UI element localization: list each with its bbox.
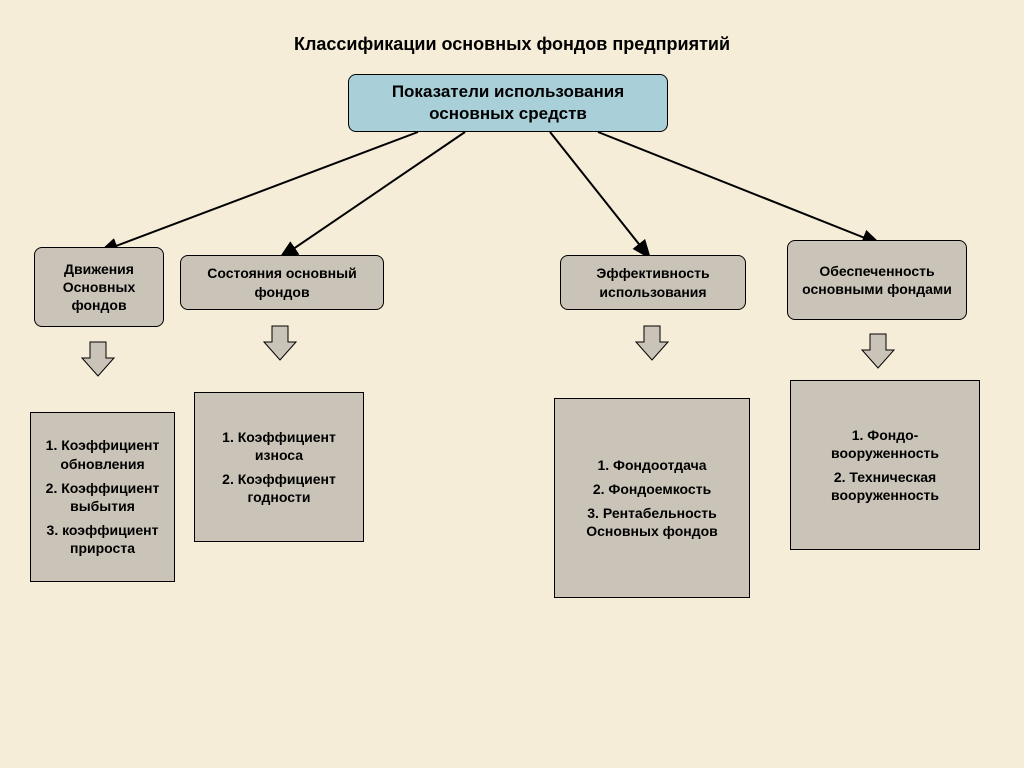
detail-item: 1. Фондо-вооруженность <box>799 426 971 462</box>
down-arrow-icon <box>858 330 898 370</box>
root-box: Показатели использования основных средст… <box>348 74 668 132</box>
connector-line <box>280 132 465 258</box>
category-label: Движения Основных фондов <box>43 260 155 315</box>
detail-item: 2. Техническая вооруженность <box>799 468 971 504</box>
detail-item: 1. Коэффициент обновления <box>39 436 166 472</box>
category-box: Состояния основный фондов <box>180 255 384 310</box>
detail-item: 2. Фондоемкость <box>563 480 741 498</box>
detail-item: 1. Фондоотдача <box>563 456 741 474</box>
category-box: Движения Основных фондов <box>34 247 164 327</box>
page-title: Классификации основных фондов предприяти… <box>0 34 1024 55</box>
connector-line <box>100 132 418 252</box>
detail-item: 1. Коэффициент износа <box>203 428 355 464</box>
root-label: Показатели использования основных средст… <box>357 81 659 125</box>
detail-item: 3. Рентабельность Основных фондов <box>563 504 741 540</box>
detail-item: 3. коэффициент прироста <box>39 521 166 557</box>
category-box: Обеспеченность основными фондами <box>787 240 967 320</box>
detail-box: 1. Коэффициент обновления 2. Коэффициент … <box>30 412 175 582</box>
connector-line <box>550 132 650 258</box>
detail-box: 1. Коэффициент износа 2. Коэффициент годн… <box>194 392 364 542</box>
connector-line <box>598 132 880 244</box>
category-label: Эффективность использования <box>569 264 737 300</box>
detail-item: 2. Коэффициент выбытия <box>39 479 166 515</box>
down-arrow-icon <box>260 322 300 362</box>
category-box: Эффективность использования <box>560 255 746 310</box>
category-label: Обеспеченность основными фондами <box>796 262 958 298</box>
detail-box: 1. Фондоотдача 2. Фондоемкость 3. Рентабел… <box>554 398 750 598</box>
down-arrow-icon <box>78 338 118 378</box>
down-arrow-icon <box>632 322 672 362</box>
detail-item: 2. Коэффициент годности <box>203 470 355 506</box>
category-label: Состояния основный фондов <box>189 264 375 300</box>
detail-box: 1. Фондо-вооруженность 2. Техническая воо… <box>790 380 980 550</box>
